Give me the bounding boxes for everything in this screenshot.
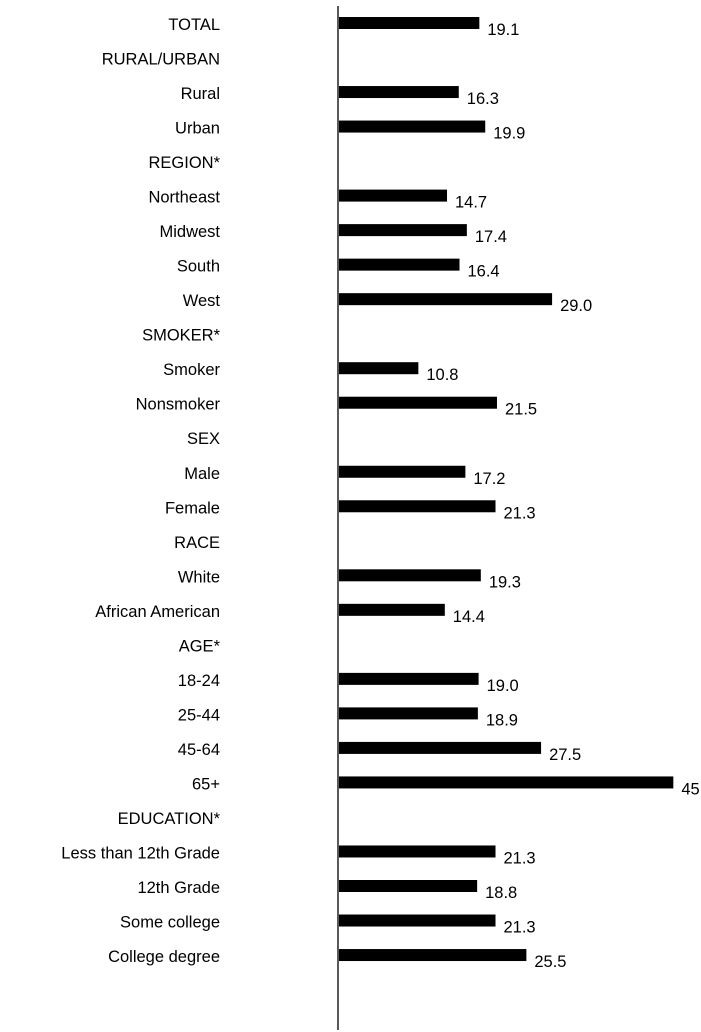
category-label-sex: SEX [187, 430, 220, 448]
bar-some-college [339, 914, 496, 927]
bar-less-than-12th-grade [339, 845, 496, 858]
category-label-west: West [183, 292, 221, 310]
bar-65 [339, 776, 674, 789]
category-label-college-degree: College degree [108, 948, 220, 966]
category-label-age: AGE* [179, 637, 221, 655]
category-label-12th-grade: 12th Grade [137, 879, 220, 897]
bar-nonsmoker [339, 396, 497, 409]
category-label-18-24: 18-24 [178, 672, 220, 690]
data-label-65: 45.5 [681, 780, 701, 798]
bar-west [339, 293, 553, 306]
bar-45-64 [339, 741, 542, 754]
bar-white [339, 569, 481, 582]
data-label-african-american: 14.4 [453, 608, 485, 626]
category-label-total: TOTAL [168, 16, 220, 34]
data-label-northeast: 14.7 [455, 194, 487, 212]
data-label-18-24: 19.0 [487, 677, 519, 695]
bar-25-44 [339, 707, 478, 720]
data-label-25-44: 18.9 [486, 711, 518, 729]
category-label-smoker: Smoker [163, 361, 220, 379]
category-label-some-college: Some college [120, 914, 220, 932]
category-label-nonsmoker: Nonsmoker [136, 396, 221, 414]
category-label-25-44: 25-44 [178, 706, 220, 724]
data-labels: 19.1 16.3 19.9 14.7 17.4 16.4 29.0 10.8 21.5 17.2… [426, 21, 701, 971]
bars [339, 17, 674, 962]
data-label-white: 19.3 [489, 573, 521, 591]
category-label-smoker: SMOKER* [142, 327, 221, 345]
category-label-midwest: Midwest [159, 223, 220, 241]
bar-african-american [339, 603, 445, 616]
category-label-south: South [177, 258, 220, 276]
data-label-45-64: 27.5 [549, 746, 581, 764]
category-label-rural: Rural [181, 85, 220, 103]
category-label-45-64: 45-64 [178, 741, 220, 759]
data-label-male: 17.2 [473, 470, 505, 488]
bar-south [339, 258, 460, 271]
category-label-65: 65+ [192, 775, 220, 793]
data-label-some-college: 21.3 [504, 919, 536, 937]
data-label-midwest: 17.4 [475, 228, 507, 246]
data-label-college-degree: 25.5 [534, 953, 566, 971]
category-label-white: White [178, 568, 220, 586]
bar-male [339, 465, 466, 478]
category-label-rural-urban: RURAL/URBAN [102, 51, 220, 69]
category-label-less-than-12th-grade: Less than 12th Grade [61, 844, 220, 862]
data-label-smoker: 10.8 [426, 366, 458, 384]
bar-northeast [339, 189, 448, 202]
data-label-total: 19.1 [487, 21, 519, 39]
category-label-race: RACE [174, 534, 220, 552]
category-label-male: Male [184, 465, 220, 483]
data-label-nonsmoker: 21.5 [505, 401, 537, 419]
bar-total [339, 17, 480, 29]
bar-12th-grade [339, 880, 478, 892]
category-labels: TOTAL RURAL/URBAN Rural Urban REGION* Northea… [61, 16, 220, 966]
data-label-south: 16.4 [468, 263, 500, 281]
bar-female [339, 500, 496, 513]
data-label-less-than-12th-grade: 21.3 [504, 849, 536, 867]
bar-midwest [339, 224, 467, 237]
category-label-female: Female [165, 499, 220, 517]
data-label-urban: 19.9 [493, 125, 525, 143]
bar-urban [339, 120, 486, 133]
category-label-urban: Urban [175, 120, 220, 138]
data-label-rural: 16.3 [467, 90, 499, 108]
data-label-12th-grade: 18.8 [485, 884, 517, 902]
bar-18-24 [339, 672, 479, 685]
category-label-education: EDUCATION* [118, 810, 221, 828]
category-label-african-american: African American [95, 603, 220, 621]
bar-college-degree [339, 949, 527, 962]
bar-smoker [339, 362, 419, 375]
data-label-west: 29.0 [560, 297, 592, 315]
data-label-female: 21.3 [504, 504, 536, 522]
category-label-region: REGION* [148, 154, 220, 172]
category-label-northeast: Northeast [148, 189, 220, 207]
bar-rural [339, 86, 459, 99]
